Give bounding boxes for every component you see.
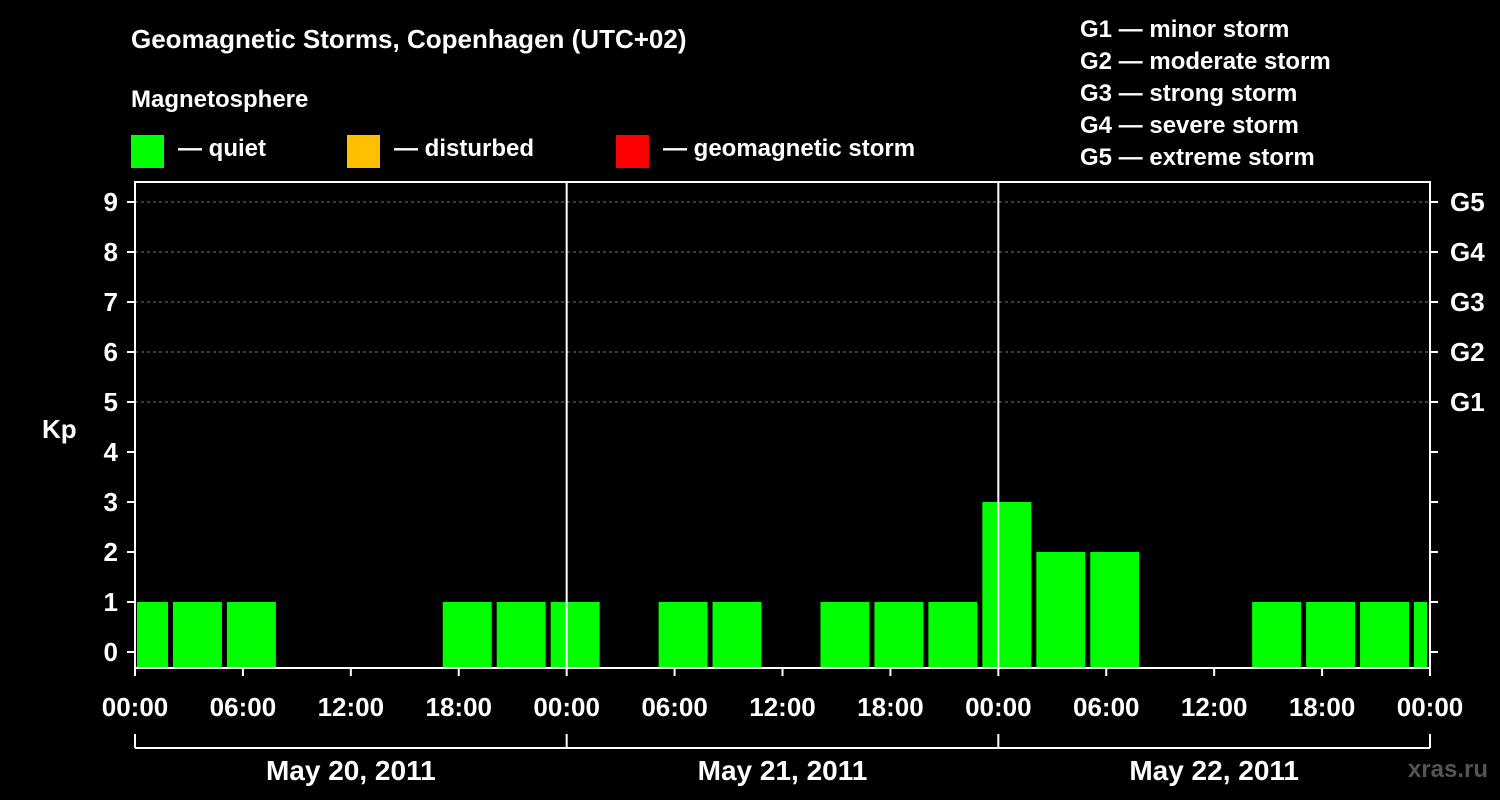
kp-bar xyxy=(928,602,978,668)
day-label: May 22, 2011 xyxy=(1129,755,1299,786)
g-scale-label: G3 xyxy=(1450,287,1485,317)
kp-bar xyxy=(712,602,762,668)
legend-label-disturbed: — disturbed xyxy=(394,135,535,162)
legend-swatch-disturbed xyxy=(347,135,380,168)
legend-swatch-quiet xyxy=(131,135,164,168)
x-tick-label: 06:00 xyxy=(1073,692,1140,722)
kp-bar xyxy=(226,602,276,668)
x-tick-label: 18:00 xyxy=(1289,692,1356,722)
legend-label-quiet: — quiet xyxy=(178,135,266,162)
legend-heading: Magnetosphere xyxy=(131,86,309,113)
kp-bar xyxy=(1090,552,1140,668)
x-tick-label: 06:00 xyxy=(641,692,708,722)
y-tick-label: 5 xyxy=(104,387,118,417)
kp-bar xyxy=(1414,602,1427,668)
g-scale-label: G1 xyxy=(1450,387,1485,417)
x-tick-label: 00:00 xyxy=(1397,692,1464,722)
day-label: May 21, 2011 xyxy=(698,755,868,786)
day-label: May 20, 2011 xyxy=(266,755,436,786)
kp-bar xyxy=(172,602,222,668)
legend-swatch-storm xyxy=(616,135,649,168)
kp-bar xyxy=(982,502,1032,668)
x-tick-label: 06:00 xyxy=(210,692,277,722)
x-tick-label: 00:00 xyxy=(102,692,169,722)
chart-title: Geomagnetic Storms, Copenhagen (UTC+02) xyxy=(131,24,687,54)
y-tick-label: 4 xyxy=(104,437,119,467)
kp-bar xyxy=(442,602,492,668)
storm-scale-g3: G3 — strong storm xyxy=(1080,80,1298,107)
storm-scale-g5: G5 — extreme storm xyxy=(1080,144,1315,171)
x-tick-label: 12:00 xyxy=(318,692,385,722)
kp-bar xyxy=(874,602,924,668)
watermark: xras.ru xyxy=(1407,756,1488,783)
storm-scale-g4: G4 — severe storm xyxy=(1080,112,1299,139)
y-axis-label: Kp xyxy=(42,414,77,444)
kp-bar xyxy=(1036,552,1086,668)
plot-frame xyxy=(134,181,1431,669)
g-scale-label: G2 xyxy=(1450,337,1485,367)
storm-scale-g2: G2 — moderate storm xyxy=(1080,48,1331,75)
legend-item-quiet: — quiet xyxy=(131,135,311,169)
storm-scale-g1: G1 — minor storm xyxy=(1080,16,1290,43)
legend-item-disturbed: — disturbed xyxy=(347,135,577,169)
kp-bar xyxy=(496,602,546,668)
y-tick-label: 6 xyxy=(104,337,118,367)
storm-scale: G1 — minor storm G2 — moderate storm G3 … xyxy=(1080,14,1331,174)
g-scale-label: G5 xyxy=(1450,187,1485,217)
y-tick-label: 0 xyxy=(104,637,118,667)
y-tick-label: 1 xyxy=(104,587,118,617)
x-tick-label: 12:00 xyxy=(1181,692,1248,722)
g-scale-label: G4 xyxy=(1450,237,1485,267)
y-tick-label: 2 xyxy=(104,537,118,567)
y-tick-label: 7 xyxy=(104,287,118,317)
kp-bar xyxy=(1360,602,1410,668)
kp-bar xyxy=(137,602,168,668)
kp-bar xyxy=(658,602,708,668)
legend-item-storm: — geomagnetic storm xyxy=(616,135,956,169)
x-tick-label: 12:00 xyxy=(749,692,816,722)
x-tick-label: 00:00 xyxy=(533,692,600,722)
x-tick-label: 18:00 xyxy=(426,692,493,722)
kp-bar xyxy=(1306,602,1356,668)
y-tick-label: 3 xyxy=(104,487,118,517)
kp-bar xyxy=(820,602,870,668)
x-tick-label: 18:00 xyxy=(857,692,924,722)
kp-bar xyxy=(550,602,600,668)
x-tick-label: 00:00 xyxy=(965,692,1032,722)
legend-label-storm: — geomagnetic storm xyxy=(663,135,916,162)
kp-bar xyxy=(1252,602,1302,668)
y-tick-label: 8 xyxy=(104,237,118,267)
y-tick-label: 9 xyxy=(104,187,118,217)
